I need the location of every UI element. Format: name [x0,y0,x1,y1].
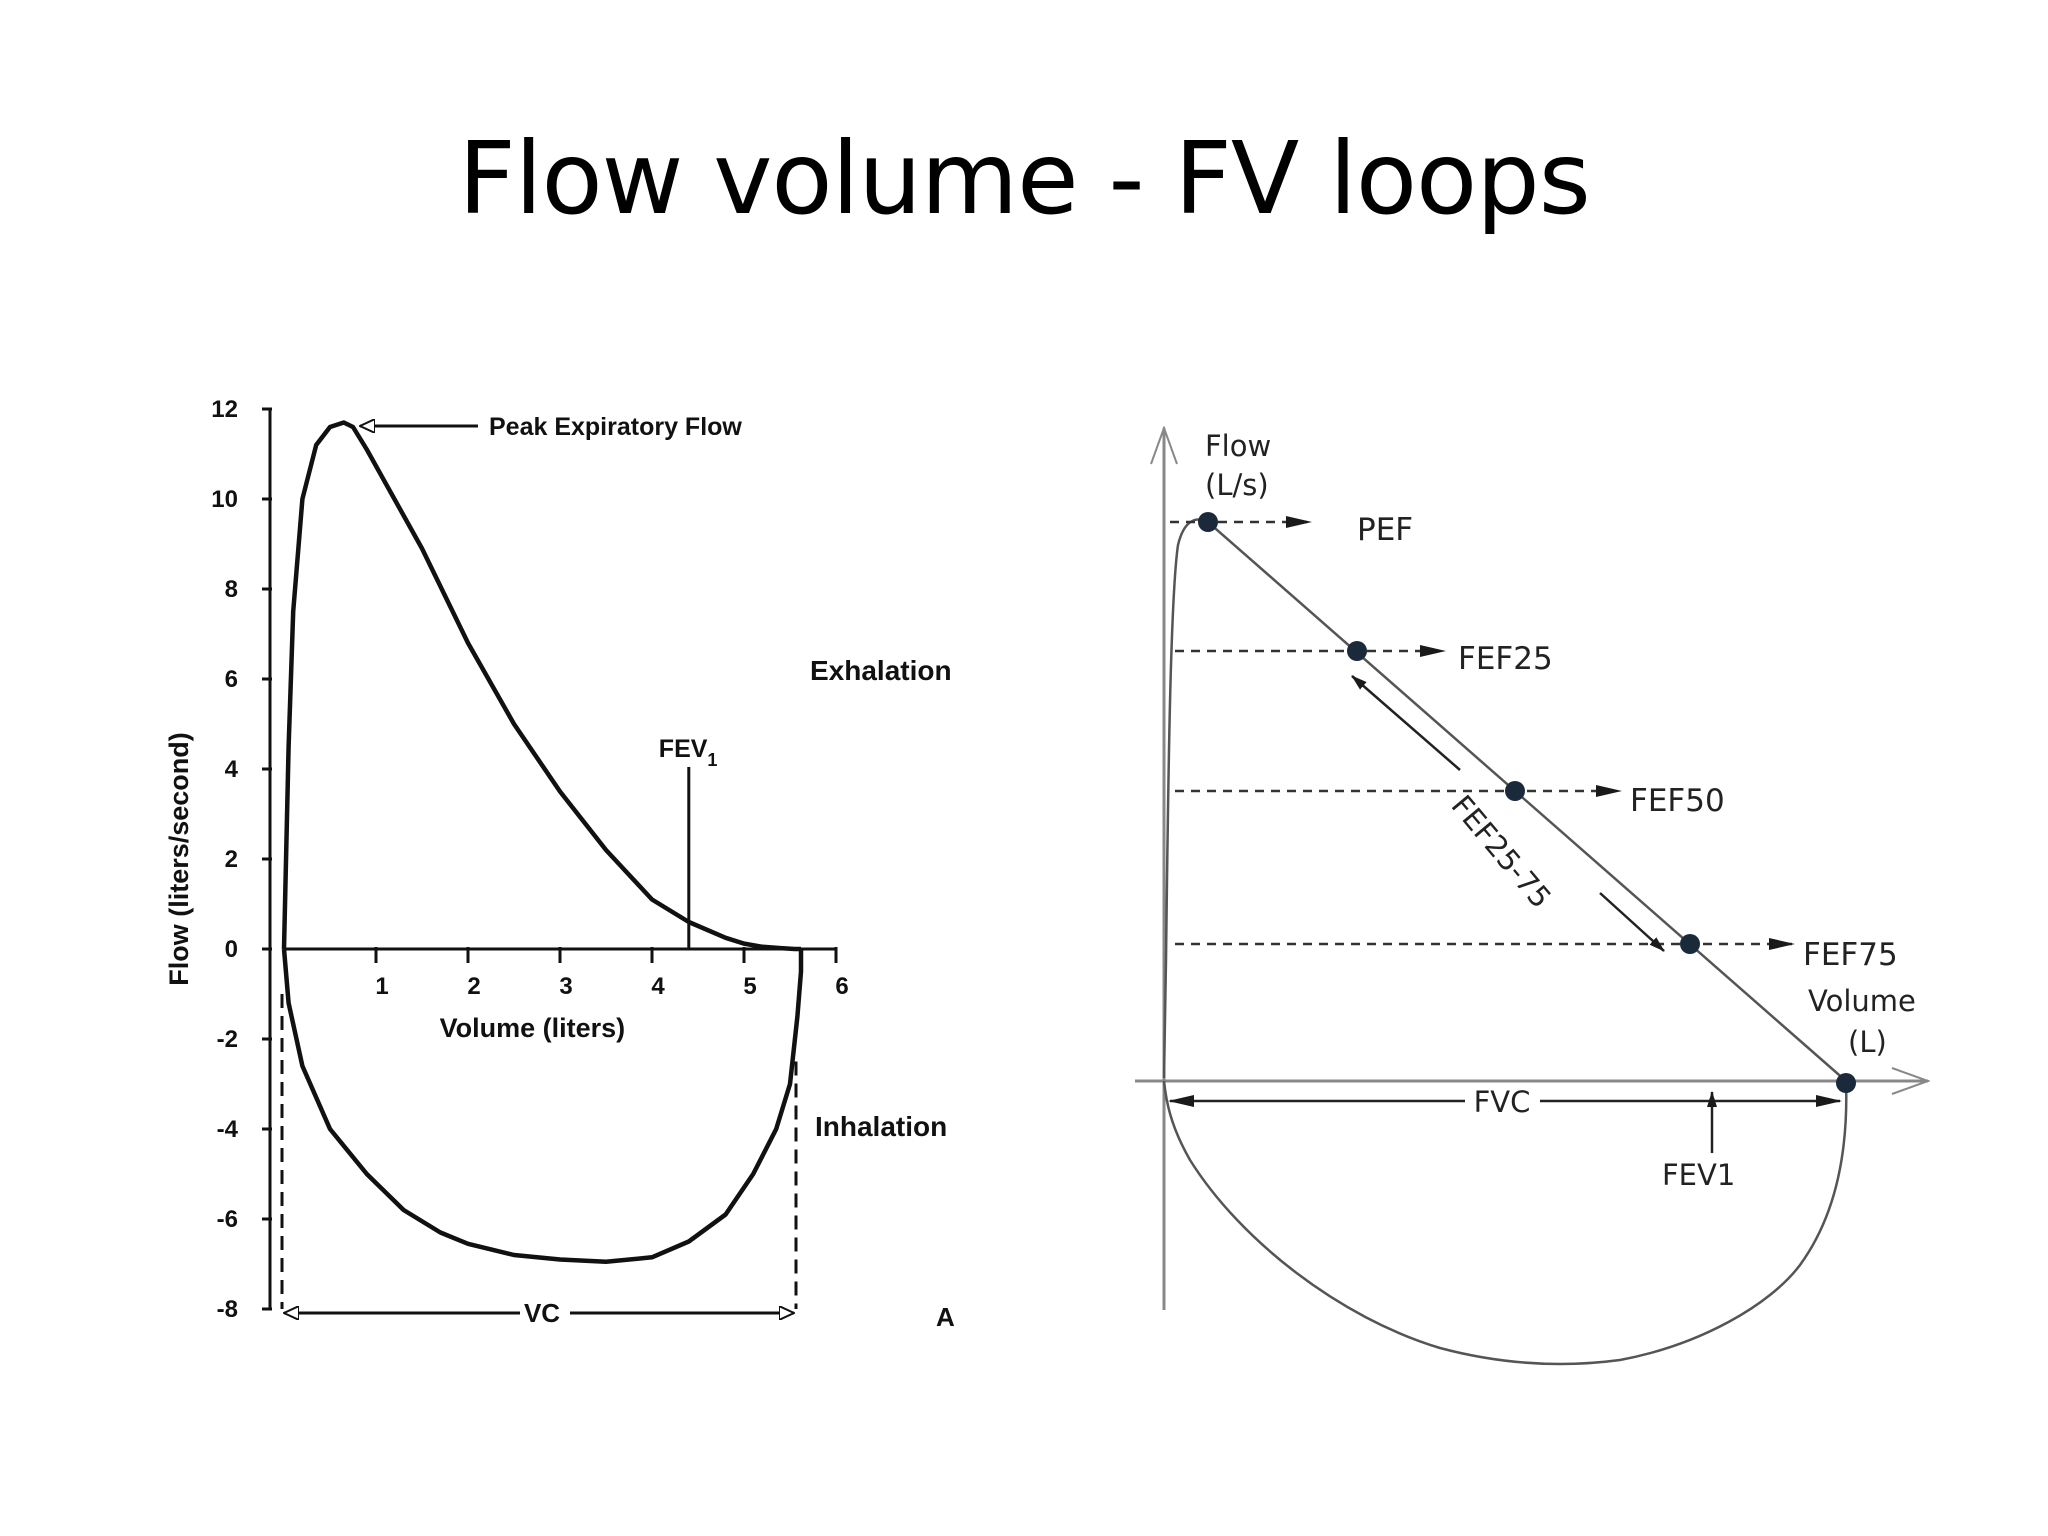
right-y-label-line1: Flow [1205,429,1271,463]
vc-label: VC [524,1298,560,1328]
fef2575-arrow-up [1351,675,1461,771]
left-y-axis-label: Flow (liters/second) [164,732,194,986]
point-fvc-end [1836,1073,1856,1093]
pef-label: Peak Expiratory Flow [489,413,742,441]
right-y-label-line2: (L/s) [1205,468,1269,502]
label-fef75: FEF75 [1803,937,1898,973]
left-y-tick-label: 10 [211,486,238,513]
fev1-right-label: FEV1 [1662,1158,1735,1192]
point-fef75 [1680,934,1700,954]
right-x-label-line1: Volume [1808,984,1916,1018]
inhalation-curve [281,948,804,1265]
left-x-tick-label: 6 [835,973,848,1000]
fvc-label: FVC [1474,1085,1531,1119]
left-x-tick-label: 4 [651,973,665,1000]
left-y-tick-label: 4 [225,756,239,783]
point-fef25 [1347,641,1367,661]
left-y-tick-label: 8 [225,576,238,603]
left-x-tick-label: 2 [467,973,480,1000]
label-fef25: FEF25 [1458,641,1553,677]
fev1-subscript: 1 [707,750,717,770]
fef2575-label: FEF25-75 [1445,789,1558,915]
left-y-tick-label: -2 [217,1026,238,1053]
left-x-tick-label: 5 [743,973,756,1000]
left-x-tick-label: 3 [559,973,572,1000]
left-y-tick-label: -8 [217,1296,238,1323]
right-x-label-line2: (L) [1848,1025,1887,1059]
exhalation-curve [281,420,801,952]
fef2575-arrow-down [1599,892,1665,952]
panel-label: A [936,1302,955,1332]
left-y-tick-label: 0 [225,936,238,963]
left-x-tick-label: 1 [375,973,388,1000]
point-fef50 [1505,781,1525,801]
slide-title: Flow volume - FV loops [458,120,1591,237]
left-y-tick-label: -6 [217,1206,238,1233]
label-pef: PEF [1357,512,1413,548]
left-y-tick-label: -4 [217,1116,239,1143]
exhalation-label: Exhalation [810,655,952,686]
inhalation-label: Inhalation [815,1111,947,1142]
label-fef50: FEF50 [1630,783,1725,819]
left-y-tick-label: 12 [211,396,238,423]
fv-loop-curve [1162,518,1848,1366]
left-x-axis-label: Volume (liters) [440,1013,626,1043]
left-y-tick-label: 2 [225,846,238,873]
left-y-tick-label: 6 [225,666,238,693]
point-pef [1198,512,1218,532]
